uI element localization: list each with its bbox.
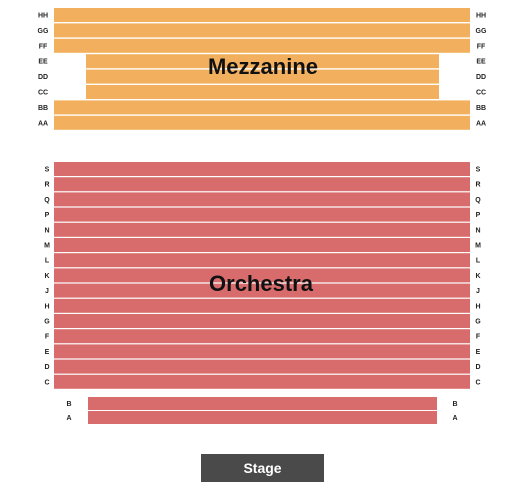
row-label-ff-left: FF [39,43,48,50]
row-label-bb-right: BB [476,105,486,112]
row-label-h-right: H [475,303,480,310]
row-label-k-left: K [44,273,49,280]
mezzanine-row-ee[interactable] [86,54,439,69]
row-label-m-left: M [44,243,50,250]
orchestra-row-b[interactable] [88,397,437,410]
orchestra-row-r[interactable] [54,177,470,192]
orchestra-row-d[interactable] [54,359,470,374]
mezzanine-row-gg[interactable] [54,23,470,38]
orchestra-row-n[interactable] [54,222,470,237]
stage-label: Stage [243,460,281,476]
row-label-hh-left: HH [38,13,48,20]
row-label-f-right: F [476,334,481,341]
row-label-cc-left: CC [38,90,48,97]
row-label-c-right: C [475,379,480,386]
orchestra-row-k[interactable] [54,268,470,283]
row-label-m-right: M [475,243,481,250]
row-label-s-right: S [476,167,481,174]
row-label-b-right: B [452,401,457,408]
orchestra-row-f[interactable] [54,329,470,344]
orchestra-label: Orchestra [209,271,314,296]
row-label-n-left: N [44,227,49,234]
row-label-aa-right: AA [476,120,486,127]
mezzanine-row-hh[interactable] [54,8,470,22]
mezzanine-row-aa[interactable] [54,115,470,130]
row-label-e-left: E [45,349,50,356]
row-label-q-right: Q [475,197,481,204]
row-label-ff-right: FF [477,43,486,50]
row-label-h-left: H [44,303,49,310]
row-label-ee-right: EE [476,59,486,66]
row-label-n-right: N [475,227,480,234]
mezzanine-row-bb[interactable] [54,100,470,115]
row-label-l-left: L [45,258,50,265]
orchestra-row-m[interactable] [54,238,470,252]
row-label-r-left: R [44,182,49,189]
row-label-q-left: Q [44,197,50,204]
row-label-b-left: B [66,401,71,408]
row-label-dd-left: DD [38,74,48,81]
mezzanine-rows [54,8,470,130]
mezzanine-row-cc[interactable] [86,85,439,99]
orchestra-row-e[interactable] [54,344,470,359]
mezzanine-label: Mezzanine [208,54,318,79]
row-label-a-left: A [66,415,71,422]
row-label-j-left: J [45,288,49,295]
row-label-hh-right: HH [476,13,486,20]
row-label-s-left: S [45,167,50,174]
row-label-a-right: A [452,415,457,422]
orchestra-rows [54,162,470,389]
row-label-dd-right: DD [476,74,486,81]
orchestra-row-q[interactable] [54,192,470,207]
orchestra-front-rows [88,397,437,424]
stage[interactable]: Stage [201,454,324,482]
orchestra-row-j[interactable] [54,283,470,298]
stage-block [201,454,324,482]
row-label-r-right: R [475,182,480,189]
row-label-e-right: E [476,349,481,356]
orchestra-row-c[interactable] [54,374,470,389]
row-label-gg-right: GG [476,28,487,35]
row-label-d-right: D [475,364,480,371]
row-label-c-left: C [44,379,49,386]
mezzanine-row-ff[interactable] [54,38,470,53]
row-label-bb-left: BB [38,105,48,112]
row-label-k-right: K [475,273,480,280]
row-label-ee-left: EE [38,59,48,66]
orchestra-row-a[interactable] [88,411,437,424]
row-label-cc-right: CC [476,90,486,97]
orchestra-row-g[interactable] [54,314,470,328]
row-label-f-left: F [45,334,50,341]
row-label-aa-left: AA [38,120,48,127]
row-label-d-left: D [44,364,49,371]
orchestra-row-l[interactable] [54,253,470,268]
row-label-g-right: G [475,319,481,326]
row-label-l-right: L [476,258,481,265]
orchestra-row-s[interactable] [54,162,470,176]
row-label-j-right: J [476,288,480,295]
row-label-g-left: G [44,319,50,326]
row-label-p-right: P [476,212,481,219]
orchestra-row-p[interactable] [54,207,470,222]
row-label-gg-left: GG [38,28,49,35]
orchestra-row-h[interactable] [54,298,470,313]
mezzanine-row-dd[interactable] [86,69,439,84]
row-label-p-left: P [45,212,50,219]
